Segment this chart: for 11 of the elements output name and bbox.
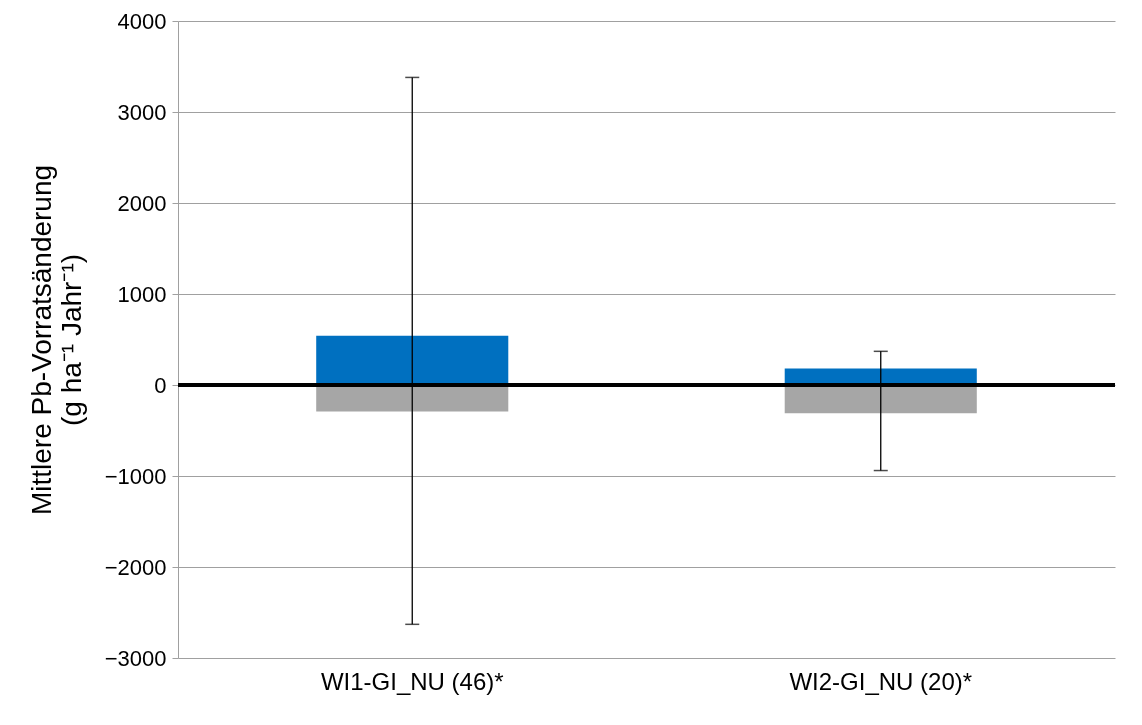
y-tick-label: 1000 (117, 281, 167, 307)
y-tick-label: 4000 (117, 8, 167, 34)
y-tick-label: −3000 (104, 645, 167, 671)
y-tick-label: 0 (154, 372, 167, 398)
y-tick-label: −2000 (104, 554, 167, 580)
y-axis-title: Mittlere Pb-Vorratsänderung (g ha⁻¹ Jahr⁻¹) (25, 164, 87, 516)
y-tick-label: −1000 (104, 463, 167, 489)
y-tick-label: 3000 (117, 99, 167, 125)
y-tick-label: 2000 (117, 190, 167, 216)
x-tick-label: WI2-GI_NU (20)* (789, 667, 973, 695)
x-tick-label: WI1-GI_NU (46)* (320, 667, 504, 695)
